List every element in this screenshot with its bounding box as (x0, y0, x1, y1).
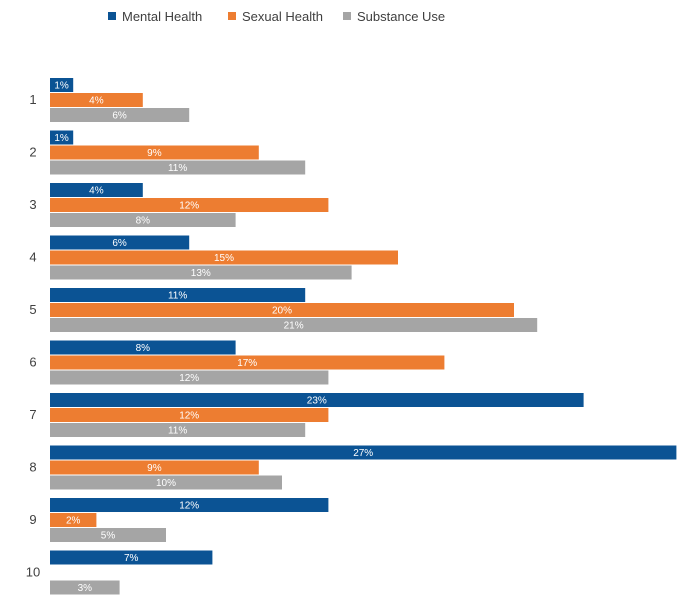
bar-sexual-health (50, 303, 514, 317)
category-label: 6 (29, 355, 36, 370)
bar-substance-use (50, 318, 538, 332)
data-label-sexual-health: 2% (66, 516, 81, 527)
legend-swatch-sexual-health (228, 12, 236, 20)
data-label-sexual-health: 20% (272, 306, 292, 317)
bar-sexual-health (50, 460, 259, 475)
chart-legend: Mental Health Sexual Health Substance Use (108, 9, 445, 24)
data-label-substance-use: 12% (179, 373, 199, 384)
bar-substance-use (50, 528, 166, 542)
bar-sexual-health (50, 145, 259, 160)
bar-sexual-health (50, 355, 445, 370)
data-label-substance-use: 11% (168, 163, 187, 174)
category-label: 4 (29, 250, 36, 265)
legend-label-substance-use: Substance Use (357, 9, 445, 24)
bar-substance-use (50, 580, 120, 595)
data-label-substance-use: 10% (156, 478, 176, 489)
legend-label-mental-health: Mental Health (122, 9, 202, 24)
data-label-mental-health: 12% (179, 501, 199, 512)
data-label-mental-health: 27% (353, 448, 373, 459)
data-label-sexual-health: 17% (237, 358, 257, 369)
data-label-substance-use: 5% (101, 531, 116, 542)
bar-sexual-health (50, 198, 329, 212)
category-label: 5 (29, 302, 36, 317)
data-label-mental-health: 7% (124, 553, 139, 564)
data-label-mental-health: 4% (89, 186, 104, 197)
bar-mental-health (50, 183, 143, 197)
data-label-substance-use: 11% (168, 426, 187, 437)
legend-swatch-substance-use (343, 12, 351, 20)
category-label: 3 (29, 197, 36, 212)
data-label-mental-health: 11% (168, 291, 187, 302)
bar-mental-health (50, 445, 677, 460)
data-label-mental-health: 6% (112, 238, 127, 249)
bar-mental-health (50, 393, 584, 407)
bar-substance-use (50, 213, 236, 227)
data-label-sexual-health: 9% (147, 148, 162, 159)
bar-sexual-health (50, 513, 97, 527)
bar-substance-use (50, 265, 352, 280)
legend-swatch-mental-health (108, 12, 116, 20)
data-label-mental-health: 1% (54, 81, 69, 92)
bar-substance-use (50, 475, 282, 490)
bar-mental-health (50, 498, 329, 512)
data-label-substance-use: 6% (112, 111, 127, 122)
data-label-sexual-health: 12% (179, 411, 199, 422)
data-label-mental-health: 1% (54, 133, 69, 144)
data-label-sexual-health: 4% (89, 96, 104, 107)
bar-mental-health (50, 288, 306, 302)
data-label-sexual-health: 15% (214, 253, 234, 264)
bar-substance-use (50, 108, 190, 122)
bar-mental-health (50, 340, 236, 355)
category-label: 9 (29, 512, 36, 527)
category-label: 10 (26, 565, 40, 580)
bar-sexual-health (50, 408, 329, 422)
bar-mental-health (50, 550, 213, 565)
bar-sexual-health (50, 250, 398, 265)
data-label-mental-health: 23% (307, 396, 327, 407)
data-label-substance-use: 21% (284, 321, 304, 332)
data-label-substance-use: 8% (136, 216, 151, 227)
data-label-sexual-health: 12% (179, 201, 199, 212)
bar-mental-health (50, 78, 74, 92)
bar-substance-use (50, 423, 306, 437)
data-label-substance-use: 3% (78, 583, 93, 594)
category-label: 8 (29, 460, 36, 475)
legend-label-sexual-health: Sexual Health (242, 9, 323, 24)
data-label-mental-health: 8% (136, 343, 151, 354)
data-label-substance-use: 13% (191, 268, 211, 279)
bar-mental-health (50, 235, 190, 250)
category-label: 1 (29, 92, 36, 107)
bar-mental-health (50, 130, 74, 145)
bar-sexual-health (50, 93, 143, 107)
category-label: 7 (29, 407, 36, 422)
plot-area: 11%4%6%21%9%11%34%12%8%46%15%13%511%20%2… (26, 78, 677, 595)
bar-substance-use (50, 160, 306, 175)
data-label-sexual-health: 9% (147, 463, 162, 474)
category-label: 2 (29, 145, 36, 160)
bar-substance-use (50, 370, 329, 385)
